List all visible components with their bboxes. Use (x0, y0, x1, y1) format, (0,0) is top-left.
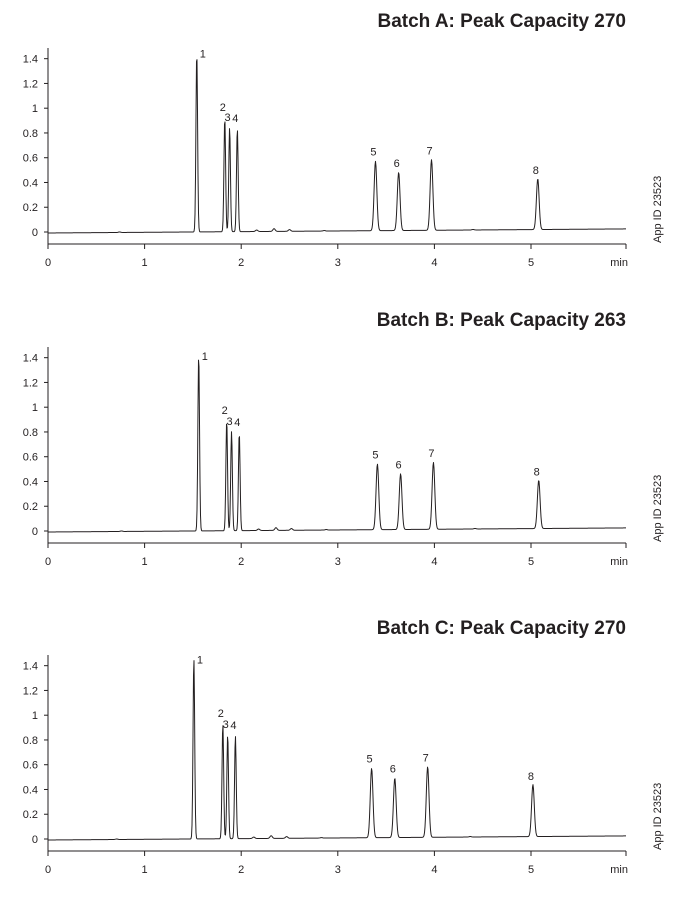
y-tick-label: 1.2 (23, 685, 38, 697)
y-tick-label: 1.2 (23, 377, 38, 389)
peak-label: 1 (200, 48, 206, 60)
peak-label: 2 (220, 102, 226, 114)
y-tick-label: 1.2 (23, 78, 38, 90)
y-tick-label: 0.4 (23, 177, 38, 189)
y-tick-label: 0 (32, 526, 38, 538)
chromatogram-panel-2: Batch B: Peak Capacity 263 0 0.2 0.4 0.6 0.8 1… (23, 310, 664, 568)
y-tick-label: 0.8 (23, 128, 38, 140)
y-tick-label: 1.4 (23, 54, 38, 66)
x-tick-label: 2 (238, 864, 244, 876)
y-tick-label: 1 (32, 103, 38, 115)
peak-label: 6 (390, 764, 396, 776)
x-tick-label: 4 (431, 556, 437, 568)
app-id-label: App ID 23523 (652, 783, 664, 850)
x-tick-label: 1 (142, 556, 148, 568)
y-tick-label: 0.6 (23, 452, 38, 464)
x-tick-label: 5 (528, 257, 534, 269)
y-tick-label: 0.2 (23, 202, 38, 214)
chromatogram-panel-3: Batch C: Peak Capacity 270 0 0.2 0.4 0.6 0.8 1… (23, 618, 664, 876)
peak-label: 1 (202, 351, 208, 363)
y-tick-label: 0.6 (23, 153, 38, 165)
chromatogram-trace (48, 359, 626, 533)
peak-label: 8 (528, 771, 534, 783)
y-tick-label: 0.2 (23, 809, 38, 821)
y-tick-label: 0 (32, 834, 38, 846)
y-tick-label: 1.4 (23, 661, 38, 673)
x-tick-label: 1 (142, 257, 148, 269)
chromatogram-panel-1: Batch A: Peak Capacity 270 0 0.2 0.4 0.6 0.8 1… (23, 11, 664, 269)
y-tick-label: 0.6 (23, 760, 38, 772)
y-tick-label: 0.8 (23, 735, 38, 747)
chromatogram-trace (48, 59, 626, 234)
peak-label: 4 (234, 417, 240, 429)
y-tick-label: 1 (32, 710, 38, 722)
peak-label: 4 (232, 113, 238, 125)
app-id-label: App ID 23523 (652, 176, 664, 243)
x-tick-label: 3 (335, 556, 341, 568)
x-axis-unit: min (610, 864, 628, 876)
x-tick-label: 2 (238, 257, 244, 269)
peak-label: 5 (372, 449, 378, 461)
chart-title: Batch B: Peak Capacity 263 (377, 310, 626, 331)
chart-title: Batch A: Peak Capacity 270 (377, 11, 626, 32)
x-axis-unit: min (610, 556, 628, 568)
y-tick-label: 1 (32, 402, 38, 414)
x-tick-label: 2 (238, 556, 244, 568)
peak-label: 3 (226, 416, 232, 428)
x-tick-label: 0 (45, 556, 51, 568)
peak-label: 2 (222, 405, 228, 417)
peak-label: 3 (223, 719, 229, 731)
peak-label: 5 (367, 754, 373, 766)
x-tick-label: 1 (142, 864, 148, 876)
peak-label: 5 (370, 147, 376, 159)
peak-label: 3 (225, 112, 231, 124)
peak-label: 7 (428, 448, 434, 460)
peak-label: 7 (426, 145, 432, 157)
peak-label: 2 (218, 708, 224, 720)
chart-title: Batch C: Peak Capacity 270 (377, 618, 626, 639)
y-tick-label: 0.8 (23, 427, 38, 439)
peak-label: 1 (197, 654, 203, 666)
app-id-label: App ID 23523 (652, 475, 664, 542)
x-tick-label: 0 (45, 864, 51, 876)
peak-label: 4 (230, 720, 236, 732)
y-tick-label: 0 (32, 227, 38, 239)
peak-label: 7 (423, 752, 429, 764)
peak-label: 6 (396, 459, 402, 471)
x-tick-label: 5 (528, 556, 534, 568)
x-tick-label: 5 (528, 864, 534, 876)
x-tick-label: 3 (335, 864, 341, 876)
x-axis-unit: min (610, 257, 628, 269)
chromatogram-trace (48, 660, 626, 841)
y-tick-label: 1.4 (23, 353, 38, 365)
x-tick-label: 0 (45, 257, 51, 269)
y-tick-label: 0.4 (23, 476, 38, 488)
peak-label: 8 (533, 165, 539, 177)
x-tick-label: 4 (431, 864, 437, 876)
x-tick-label: 4 (431, 257, 437, 269)
y-tick-label: 0.4 (23, 784, 38, 796)
y-tick-label: 0.2 (23, 501, 38, 513)
x-tick-label: 3 (335, 257, 341, 269)
peak-label: 6 (394, 158, 400, 170)
peak-label: 8 (534, 467, 540, 479)
